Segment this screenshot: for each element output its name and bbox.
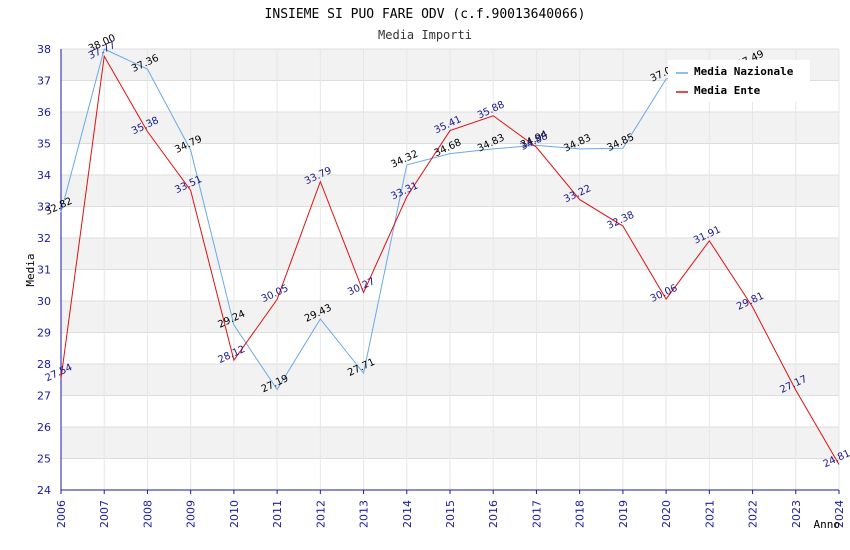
y-tick-label: 29 [37,327,51,340]
x-tick-label: 2021 [703,500,716,528]
series-line-0 [60,48,753,391]
y-tick-labels: 24 25 26 27 28 29 30 31 32 33 34 35 36 37 38 [37,43,51,497]
grid-lines [60,48,840,491]
y-tick-label: 28 [37,358,51,371]
y-tick-label: 32 [37,232,51,245]
y-tick-label: 24 [37,484,51,497]
x-tick-label: 2016 [487,500,500,528]
x-tick-label: 2015 [444,500,457,528]
x-tick-label: 2011 [271,500,284,528]
legend: Media Nazionale Media Ente [668,60,810,102]
x-tick-label: 2007 [98,500,111,528]
x-tick-label: 2018 [574,500,587,528]
chart-subtitle: Media Importi [378,28,472,42]
y-tick-label: 26 [37,421,51,434]
legend-label-nazionale: Media Nazionale [694,65,794,78]
x-tick-label: 2022 [747,500,760,528]
y-tick-label: 25 [37,453,51,466]
series-line-1 [60,54,840,465]
y-tick-label: 35 [37,138,51,151]
x-tick-label: 2006 [55,500,68,528]
x-axis-label: Anno [814,518,841,531]
x-tick-label: 2010 [228,500,241,528]
x-tick-labels: 2006 2007 2008 2009 2010 2011 2012 2013 2014 2015… [55,500,846,528]
chart-title: INSIEME SI PUO FARE ODV (c.f.90013640066… [265,7,586,22]
x-tick-label: 2020 [660,500,673,528]
y-tick-label: 31 [37,264,51,277]
y-tick-label: 33 [37,201,51,214]
y-tick-label: 36 [37,106,51,119]
legend-box [668,60,810,102]
x-tick-label: 2019 [617,500,630,528]
y-tick-label: 34 [37,169,51,182]
x-tick-label: 2024 [833,500,846,528]
y-tick-label: 27 [37,390,51,403]
x-tick-label: 2017 [530,500,543,528]
x-tick-label: 2014 [401,500,414,528]
series-lines [60,48,840,465]
y-tick-label: 38 [37,43,51,56]
x-tick-label: 2008 [141,500,154,528]
y-tick-label: 30 [37,295,51,308]
x-tick-label: 2013 [358,500,371,528]
x-tick-label: 2009 [185,500,198,528]
legend-label-ente: Media Ente [694,84,761,97]
y-tick-label: 37 [37,75,51,88]
axes [60,49,840,494]
x-tick-label: 2012 [314,500,327,528]
y-axis-label: Media [24,253,37,286]
x-tick-label: 2023 [790,500,803,528]
